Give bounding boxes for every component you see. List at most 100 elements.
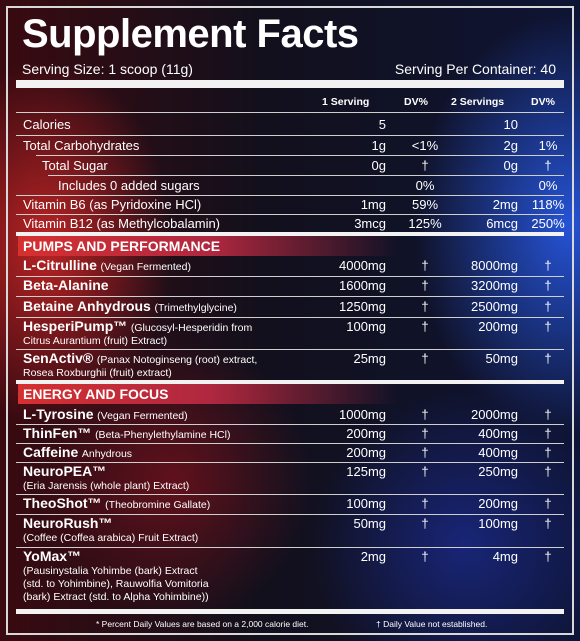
ingredient-dv2: † [544, 407, 552, 422]
ingredient-desc-line4: (bark) Extract (std. to Alpha Yohimbine)… [23, 591, 209, 603]
divider [36, 155, 564, 156]
nutrient-row: Calories 5 10 [16, 117, 564, 134]
ingredient-dv1: † [421, 299, 429, 314]
ingredient-desc-line3: (std. to Yohimbine), Rauwolfia Vomitoria [23, 578, 209, 590]
ingredient-name: Beta-Alanine [23, 277, 109, 293]
nutrient-dv1: 59% [411, 197, 439, 212]
nutrient-dv2: 1% [538, 138, 558, 153]
nutrient-dv2: 118% [531, 197, 565, 212]
ingredient-dv2: † [544, 299, 552, 314]
ingredient-dv1: † [421, 351, 429, 366]
nutrient-dv2: 0% [538, 178, 558, 193]
ingredient-s2: 200mg [478, 496, 518, 511]
divider [16, 135, 564, 136]
header-dv2: DV% [531, 96, 555, 108]
divider [16, 195, 564, 196]
divider [16, 494, 564, 495]
ingredient-desc: (Trimethylglycine) [154, 302, 237, 314]
ingredient-desc-line2: (Coffee (Coffea arabica) Fruit Extract) [23, 532, 199, 544]
ingredient-dv2: † [544, 496, 552, 511]
ingredient-desc: (Vegan Fermented) [97, 410, 188, 422]
divider [16, 514, 564, 515]
ingredient-name: HesperiPump™ [23, 318, 128, 334]
nutrient-name: Total Sugar [42, 158, 108, 173]
ingredient-s2: 100mg [478, 516, 518, 531]
ingredient-name: NeuroRush™ [23, 515, 113, 531]
ingredient-s2: 3200mg [471, 278, 518, 293]
ingredient-name: L-Citrulline [23, 257, 97, 273]
nutrient-dv1: † [421, 158, 429, 173]
ingredient-desc: (Theobromine Gallate) [105, 499, 211, 511]
ingredient-dv2: † [544, 278, 552, 293]
ingredient-dv1: † [421, 258, 429, 273]
divider-thick [16, 232, 564, 236]
ingredient-name: TheoShot™ [23, 495, 102, 511]
nutrient-s2: 0g [503, 158, 518, 173]
nutrient-dv1: 0% [415, 178, 435, 193]
divider-thick [16, 380, 564, 384]
ingredient-name: Betaine Anhydrous [23, 298, 151, 314]
ingredient-dv1: † [421, 426, 429, 441]
divider [16, 443, 564, 444]
section-energy-and-focus: ENERGY AND FOCUS [18, 384, 562, 404]
ingredient-dv2: † [544, 464, 552, 479]
ingredient-dv1: † [421, 407, 429, 422]
divider-thick [16, 80, 564, 88]
ingredient-name: SenActiv® [23, 350, 94, 366]
divider [16, 317, 564, 318]
ingredient-dv2: † [544, 258, 552, 273]
nutrient-s1: 3mcg [354, 216, 386, 231]
ingredient-desc: (Vegan Fermented) [100, 261, 191, 273]
ingredient-s1: 50mg [353, 516, 386, 531]
ingredient-desc-line2: Citrus Aurantium (fruit) Extract) [23, 335, 168, 347]
ingredient-desc: Anhydrous [81, 448, 133, 460]
divider [16, 462, 564, 463]
nutrient-name: Vitamin B12 (as Methylcobalamin) [23, 216, 221, 231]
ingredient-name: Caffeine [23, 444, 79, 460]
ingredient-s1: 100mg [346, 496, 386, 511]
ingredient-desc-line2: (Eria Jarensis (whole plant) Extract) [23, 480, 190, 492]
divider [48, 175, 564, 176]
ingredient-desc: (Beta-Phenylethylamine HCl) [95, 429, 231, 441]
footnote-dagger: † Daily Value not established. [376, 619, 488, 629]
ingredient-s1: 2mg [360, 549, 386, 564]
ingredient-dv2: † [544, 516, 552, 531]
nutrient-s1: 5 [378, 117, 386, 132]
ingredient-s2: 200mg [478, 319, 518, 334]
header-one-serving: 1 Serving [322, 96, 370, 108]
ingredient-desc: (Glucosyl-Hesperidin from [130, 322, 253, 334]
ingredient-dv2: † [544, 426, 552, 441]
ingredient-s1: 4000mg [339, 258, 386, 273]
ingredient-dv2: † [544, 319, 552, 334]
ingredient-s2: 50mg [485, 351, 518, 366]
ingredient-dv1: † [421, 445, 429, 460]
ingredient-s1: 1000mg [339, 407, 386, 422]
nutrient-s1: 1mg [360, 197, 386, 212]
ingredient-s2: 400mg [478, 426, 518, 441]
ingredient-s2: 2500mg [471, 299, 518, 314]
divider [16, 112, 564, 113]
nutrient-s2: 10 [503, 117, 518, 132]
ingredient-s1: 1250mg [339, 299, 386, 314]
divider [16, 547, 564, 548]
ingredient-desc-line2: (Pausinystalia Yohimbe (bark) Extract [23, 565, 198, 577]
divider [16, 349, 564, 350]
ingredient-s2: 4mg [492, 549, 518, 564]
nutrient-name: Calories [23, 117, 71, 132]
divider [16, 424, 564, 425]
ingredient-s2: 8000mg [471, 258, 518, 273]
divider [16, 276, 564, 277]
divider-thick [16, 609, 564, 614]
ingredient-s2: 400mg [478, 445, 518, 460]
ingredient-desc: (Panax Notoginseng (root) extract, [96, 354, 258, 366]
nutrient-s1: 0g [371, 158, 386, 173]
ingredient-name: NeuroPEA™ [23, 463, 107, 479]
ingredient-s1: 25mg [353, 351, 386, 366]
nutrient-s2: 2g [503, 138, 518, 153]
ingredient-s1: 1600mg [339, 278, 386, 293]
ingredient-s2: 250mg [478, 464, 518, 479]
nutrient-s2: 2mg [492, 197, 518, 212]
supplement-facts-panel: Supplement Facts Serving Size: 1 scoop (… [6, 6, 574, 635]
ingredient-dv1: † [421, 516, 429, 531]
